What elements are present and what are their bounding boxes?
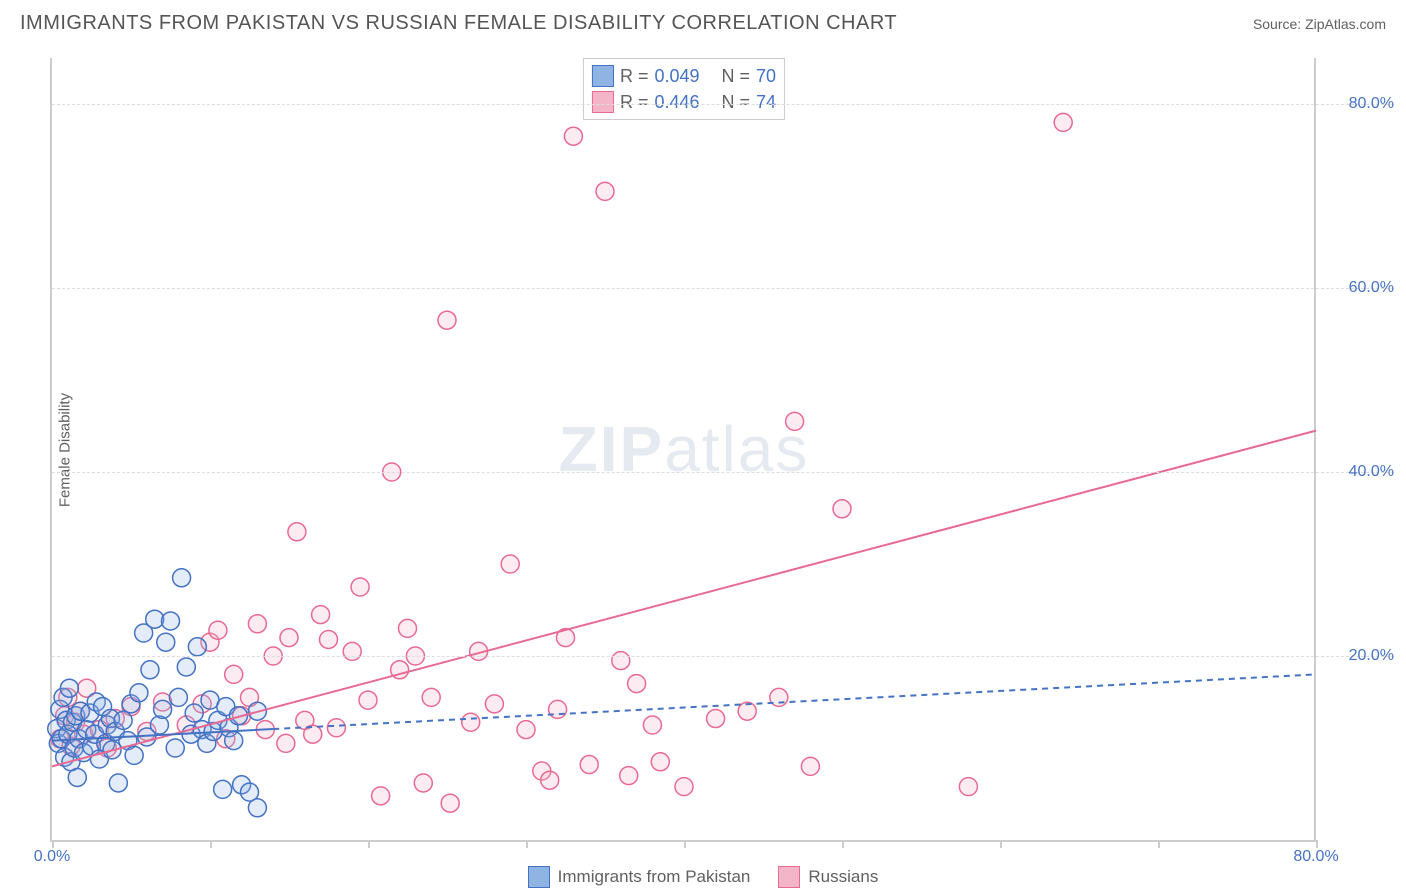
gridline <box>52 472 1394 473</box>
r-value-pakistan: 0.049 <box>654 66 699 87</box>
n-label: N = <box>722 92 751 113</box>
source-label: Source: ZipAtlas.com <box>1253 16 1386 32</box>
x-tick <box>368 840 370 848</box>
y-tick-label: 40.0% <box>1324 463 1394 481</box>
r-label: R = <box>620 92 649 113</box>
chart-title: IMMIGRANTS FROM PAKISTAN VS RUSSIAN FEMA… <box>20 12 897 35</box>
x-tick-label-right: 80.0% <box>1293 848 1338 866</box>
plot-area: ZIPatlas R = 0.049 N = 70 R = 0.446 N = … <box>50 58 1316 842</box>
x-tick <box>1158 840 1160 848</box>
gridline <box>52 104 1394 105</box>
chart-container: Female Disability ZIPatlas R = 0.049 N =… <box>50 58 1316 842</box>
legend-item-russians: Russians <box>778 866 878 888</box>
n-value-pakistan: 70 <box>756 66 776 87</box>
series-label-russians: Russians <box>808 867 878 887</box>
n-value-russians: 74 <box>756 92 776 113</box>
legend-row-russians: R = 0.446 N = 74 <box>592 89 776 115</box>
r-value-russians: 0.446 <box>654 92 699 113</box>
series-label-pakistan: Immigrants from Pakistan <box>558 867 751 887</box>
x-tick <box>210 840 212 848</box>
legend-row-pakistan: R = 0.049 N = 70 <box>592 63 776 89</box>
r-label: R = <box>620 66 649 87</box>
x-tick <box>526 840 528 848</box>
x-tick <box>842 840 844 848</box>
x-tick-label-left: 0.0% <box>34 848 70 866</box>
n-label: N = <box>722 66 751 87</box>
x-tick <box>52 840 54 848</box>
y-tick-label: 80.0% <box>1324 95 1394 113</box>
swatch-pakistan <box>528 866 550 888</box>
source-value: ZipAtlas.com <box>1305 16 1386 32</box>
swatch-russians <box>778 866 800 888</box>
x-tick <box>1316 840 1318 848</box>
gridline <box>52 288 1394 289</box>
x-tick <box>1000 840 1002 848</box>
gridline <box>52 656 1394 657</box>
y-tick-label: 20.0% <box>1324 647 1394 665</box>
legend-item-pakistan: Immigrants from Pakistan <box>528 866 751 888</box>
x-tick <box>684 840 686 848</box>
y-tick-label: 60.0% <box>1324 279 1394 297</box>
legend-correlation: R = 0.049 N = 70 R = 0.446 N = 74 <box>583 58 785 120</box>
swatch-russians <box>592 91 614 113</box>
swatch-pakistan <box>592 65 614 87</box>
source-prefix: Source: <box>1253 16 1305 32</box>
scatter-plot <box>52 58 1316 840</box>
legend-series: Immigrants from Pakistan Russians <box>0 866 1406 888</box>
